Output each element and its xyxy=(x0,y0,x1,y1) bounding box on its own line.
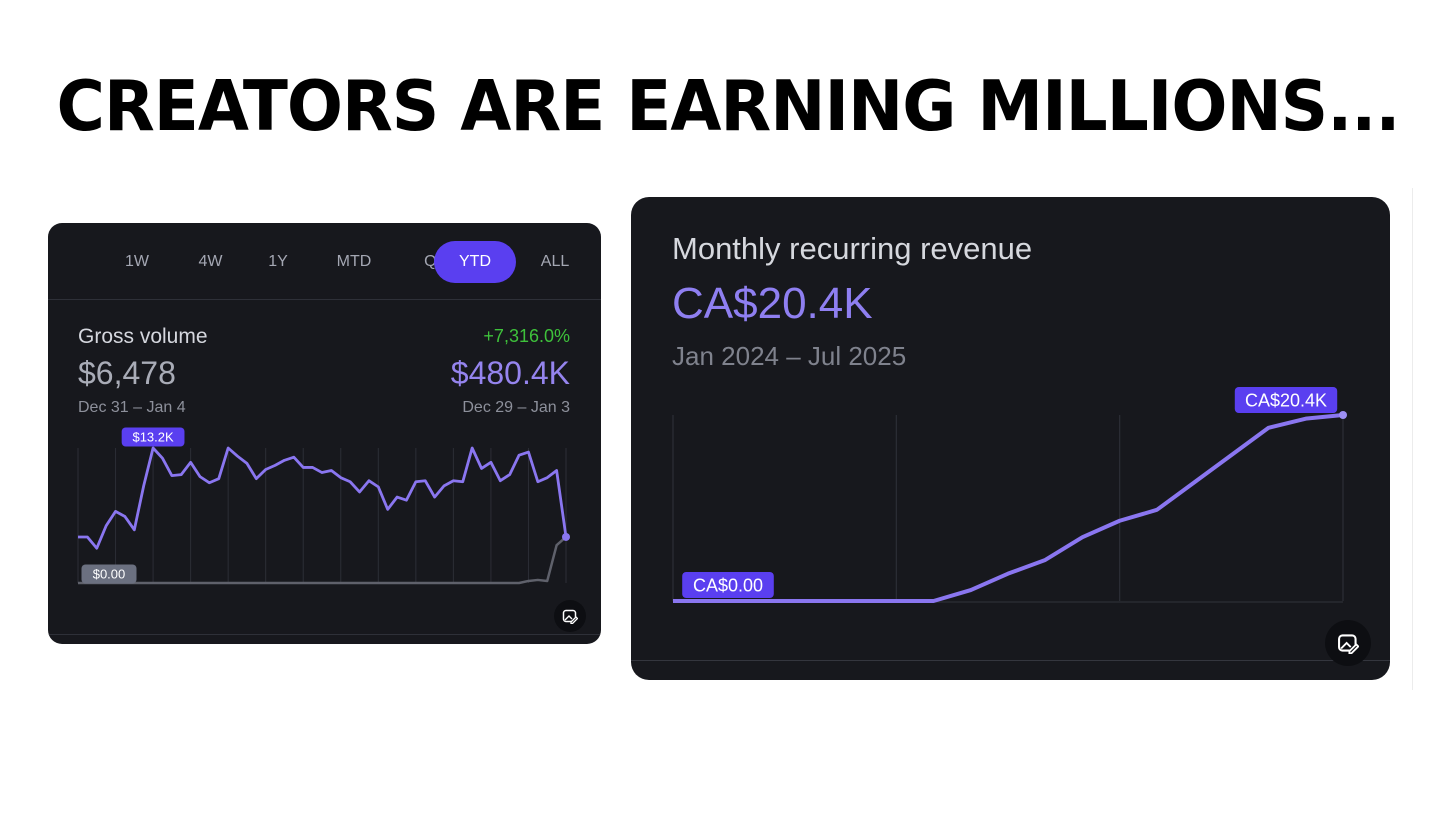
previous-value: $480.4K xyxy=(450,355,570,391)
min-tooltip: $0.00 xyxy=(93,567,126,582)
previous-date-range: Dec 29 – Jan 3 xyxy=(462,399,570,416)
min-tooltip-bg xyxy=(682,572,774,598)
mrr-chart: CA$20.4K CA$0.00 xyxy=(672,387,1347,603)
tab-mtd[interactable]: MTD xyxy=(336,253,372,270)
divider xyxy=(631,660,1390,661)
end-point xyxy=(1339,411,1347,419)
divider xyxy=(48,634,601,635)
tab-ytd[interactable]: YTD xyxy=(434,241,516,283)
mrr-date-range: Jan 2024 – Jul 2025 xyxy=(672,341,907,371)
series-mrr-line xyxy=(673,413,1344,603)
mrr-value: CA$20.4K xyxy=(672,279,873,328)
tab-1y[interactable]: 1Y xyxy=(268,253,288,270)
mrr-card: Monthly recurring revenue CA$20.4K Jan 2… xyxy=(631,197,1390,680)
tab-4w[interactable]: 4W xyxy=(198,253,223,270)
divider xyxy=(1412,188,1413,690)
tab-1w[interactable]: 1W xyxy=(125,253,149,270)
time-range-tabs: 1W 4W 1Y MTD QTD YTD ALL xyxy=(48,223,601,300)
gross-volume-card: 1W 4W 1Y MTD QTD YTD ALL Gross volume +7… xyxy=(48,223,601,644)
series-previous-line xyxy=(78,536,567,585)
tab-all[interactable]: ALL xyxy=(540,253,570,270)
metric-label: Gross volume xyxy=(78,325,208,348)
change-percent: +7,316.0% xyxy=(483,326,570,346)
image-sparkle-icon[interactable] xyxy=(554,600,586,632)
max-tooltip: CA$20.4K xyxy=(1245,390,1327,410)
image-sparkle-icon[interactable] xyxy=(1325,620,1371,666)
min-tooltip-bg xyxy=(81,564,137,584)
current-value: $6,478 xyxy=(78,355,176,391)
min-tooltip: CA$0.00 xyxy=(693,575,763,595)
end-point xyxy=(562,532,570,541)
headline: CREATORS ARE EARNING MILLIONS... xyxy=(56,66,1401,147)
max-tooltip-bg xyxy=(1234,387,1338,413)
current-date-range: Dec 31 – Jan 4 xyxy=(78,399,186,416)
series-current-line xyxy=(78,446,568,550)
max-tooltip: $13.2K xyxy=(132,430,174,445)
mrr-title: Monthly recurring revenue xyxy=(672,231,1033,266)
gross-volume-chart: $13.2K $0.00 xyxy=(77,427,570,585)
max-tooltip-bg xyxy=(121,427,185,447)
